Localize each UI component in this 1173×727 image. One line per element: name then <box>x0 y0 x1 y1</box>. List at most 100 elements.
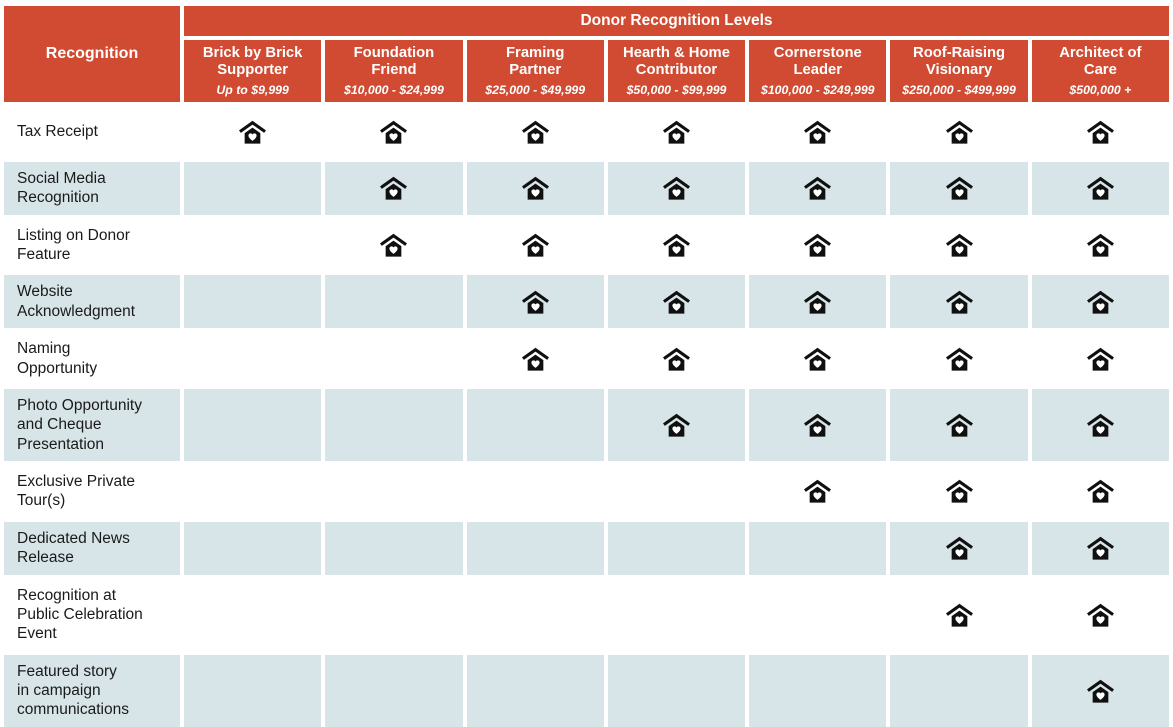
house-heart-icon <box>1086 290 1114 314</box>
benefit-cell-empty <box>608 579 745 651</box>
benefit-cell-empty <box>608 465 745 518</box>
benefit-cell-included <box>325 219 462 272</box>
house-heart-icon <box>380 177 408 200</box>
benefit-row-dedicated-news-release: Dedicated News Release <box>4 521 1169 575</box>
column-title: Brick by Brick Supporter <box>202 45 303 79</box>
benefit-cell-empty <box>184 654 322 727</box>
benefit-cell-included <box>890 579 1027 651</box>
recognition-header-cell: Recognition <box>4 6 180 102</box>
benefit-cell-included <box>890 388 1028 462</box>
benefit-cell-included <box>749 332 886 385</box>
house-heart-icon <box>1086 347 1114 371</box>
benefit-cell-included <box>466 275 604 329</box>
column-donation-range: $250,000 - $499,999 <box>902 82 1016 97</box>
column-header-row: Brick by Brick Supporter Up to $9,999 Foun… <box>4 40 1169 102</box>
column-title: Cornerstone Leader <box>773 45 862 79</box>
benefit-cell-empty <box>325 465 462 518</box>
column-header-roof-raising-visionary: Roof-Raising Visionary $250,000 - $499,99… <box>890 40 1028 102</box>
column-donation-range: $100,000 - $249,999 <box>761 82 875 97</box>
benefit-cell-empty <box>749 521 887 575</box>
row-label: Dedicated News Release <box>4 521 180 575</box>
benefit-cell-included <box>607 275 746 329</box>
benefit-cell-empty <box>325 521 463 575</box>
house-heart-icon <box>945 480 973 504</box>
benefit-cell-empty <box>184 579 321 651</box>
row-label: Listing on Donor Feature <box>17 226 130 264</box>
row-label: Website Acknowledgment <box>4 275 180 329</box>
house-heart-icon <box>380 233 408 257</box>
benefit-cell-included <box>749 275 887 329</box>
benefit-cell-included <box>325 106 462 158</box>
column-title: Hearth & Home Contributor <box>623 45 730 79</box>
benefit-cell-empty <box>466 388 604 462</box>
benefit-cell-included <box>607 388 746 462</box>
house-heart-icon <box>1086 603 1114 627</box>
house-heart-icon <box>1086 120 1114 144</box>
benefit-cell-included <box>608 219 745 272</box>
benefit-cell-included <box>890 332 1027 385</box>
benefit-cell-included <box>467 219 604 272</box>
benefit-row-naming-opportunity: Naming Opportunity <box>4 332 1169 385</box>
benefit-cell-empty <box>466 654 604 727</box>
benefit-row-featured-story-in-campaign-communications: Featured story in campaign communication… <box>4 654 1169 727</box>
house-heart-icon <box>1086 177 1114 200</box>
column-donation-range: $500,000 + <box>1069 82 1132 97</box>
benefit-cell-empty <box>184 388 322 462</box>
column-header-architect-of-care: Architect of Care $500,000 + <box>1031 40 1169 102</box>
house-heart-icon <box>663 290 690 314</box>
row-label: Photo Opportunity and Cheque Presentatio… <box>4 388 180 462</box>
house-heart-icon <box>945 177 973 200</box>
benefit-cell-included <box>749 161 887 215</box>
benefit-cell-included <box>890 161 1028 215</box>
benefit-cell-included <box>467 332 604 385</box>
benefit-cell-empty <box>184 465 321 518</box>
house-heart-icon <box>804 233 832 257</box>
benefit-cell-included <box>1031 275 1169 329</box>
benefit-cell-included <box>467 106 604 158</box>
house-heart-icon <box>663 177 690 200</box>
benefit-row-social-media-recognition: Social Media Recognition <box>4 161 1169 215</box>
column-title: Architect of Care <box>1059 45 1142 79</box>
benefit-row-recognition-at-public-celebration-event: Recognition at Public Celebration Event <box>4 579 1169 651</box>
column-title: Framing Partner <box>506 45 565 79</box>
benefit-row-website-acknowledgment: Website Acknowledgment <box>4 275 1169 329</box>
benefit-cell-empty <box>184 275 322 329</box>
benefit-cell-included <box>749 388 887 462</box>
house-heart-icon <box>804 177 832 200</box>
row-label: Featured story in campaign communication… <box>4 654 180 727</box>
house-heart-icon <box>663 120 690 144</box>
house-heart-icon <box>521 233 549 257</box>
column-header-brick-by-brick-supporter: Brick by Brick Supporter Up to $9,999 <box>184 40 322 102</box>
benefit-cell-included <box>184 106 321 158</box>
house-heart-icon <box>521 347 549 371</box>
benefit-cell-included <box>608 332 745 385</box>
column-title: Roof-Raising Visionary <box>913 45 1006 79</box>
benefit-cell-empty <box>325 654 463 727</box>
benefit-cell-empty <box>890 654 1028 727</box>
row-label: Exclusive Private Tour(s) <box>17 473 136 510</box>
column-donation-range: $10,000 - $24,999 <box>344 82 444 97</box>
house-heart-icon <box>1086 679 1114 703</box>
house-heart-icon <box>521 290 549 314</box>
house-heart-icon <box>521 177 549 200</box>
house-heart-icon <box>1086 480 1114 504</box>
house-heart-icon <box>1086 413 1114 437</box>
benefit-cell-empty <box>749 654 887 727</box>
benefit-cell-empty <box>184 332 321 385</box>
house-heart-icon <box>663 233 690 257</box>
column-header-foundation-friend: Foundation Friend $10,000 - $24,999 <box>325 40 463 102</box>
benefit-cell-included <box>749 465 886 518</box>
house-heart-icon <box>804 413 832 437</box>
column-donation-range: $25,000 - $49,999 <box>485 82 586 97</box>
benefit-cell-included <box>1032 465 1169 518</box>
benefit-cell-included <box>466 161 604 215</box>
row-label: Tax Receipt <box>17 123 98 141</box>
house-heart-icon <box>804 480 832 504</box>
column-donation-range: Up to $9,999 <box>216 82 289 97</box>
benefit-cell-empty <box>325 388 463 462</box>
benefit-cell-included <box>749 106 886 158</box>
benefit-cell-empty <box>607 521 746 575</box>
benefit-cell-included <box>607 161 746 215</box>
benefit-cell-included <box>890 219 1027 272</box>
